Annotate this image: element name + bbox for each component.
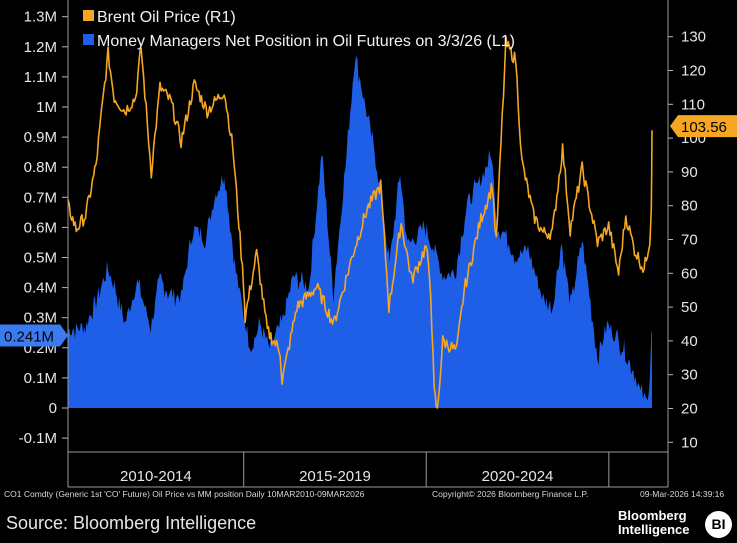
source-note: Source: Bloomberg Intelligence	[6, 513, 257, 533]
right-axis-tick-label: 60	[681, 265, 698, 282]
legend-swatch	[83, 34, 94, 45]
left-axis-tick-label: 1.1M	[24, 69, 57, 86]
right-axis-tick-label: 80	[681, 198, 698, 215]
left-axis-tick-label: 0.9M	[24, 129, 57, 146]
left-axis-tick-label: 0.3M	[24, 310, 57, 327]
right-axis-tick-label: 10	[681, 434, 698, 451]
right-axis-tick-label: 40	[681, 333, 698, 350]
right-axis-tick-label: 20	[681, 401, 698, 418]
legend-label: Brent Oil Price (R1)	[97, 9, 236, 26]
brand-logo: Bloomberg Intelligence	[618, 509, 690, 537]
brent-price-line	[67, 36, 653, 409]
right-axis-tick-label: 30	[681, 367, 698, 384]
brand-line-2: Intelligence	[618, 522, 690, 537]
footer-timestamp: 09-Mar-2026 14:39:16	[640, 489, 725, 499]
right-axis-tick-label: 130	[681, 29, 706, 46]
footer-copyright: Copyright© 2026 Bloomberg Finance L.P.	[432, 489, 589, 499]
footer-description: CO1 Comdty (Generic 1st 'CO' Future) Oil…	[4, 489, 365, 499]
brent-last-value-tag	[670, 115, 737, 138]
right-axis-tick-label: 70	[681, 232, 698, 249]
mm-position-area	[68, 55, 652, 409]
right-axis-tick-label: 50	[681, 299, 698, 316]
left-axis-tick-label: 1M	[36, 99, 57, 116]
left-axis-tick-label: 0.6M	[24, 219, 57, 236]
mm-last-value-tag	[0, 324, 68, 347]
left-axis-tick-label: 1.2M	[24, 39, 57, 56]
legend-background	[68, 3, 598, 59]
left-axis-tick-label: 0.8M	[24, 159, 57, 176]
x-axis-period-label: 2020-2024	[482, 468, 554, 485]
left-axis-tick-label: 0.1M	[24, 370, 57, 387]
left-axis-tick-label: 0.4M	[24, 280, 57, 297]
left-axis-tick-label: 0.5M	[24, 250, 57, 267]
left-axis-tick-label: -0.1M	[19, 430, 57, 447]
left-axis-tick-label: 1.3M	[24, 9, 57, 26]
mm-last-value-label: 0.241M	[4, 328, 54, 345]
right-axis-tick-label: 120	[681, 63, 706, 80]
brent-last-value-label: 103.56	[681, 119, 727, 136]
left-axis-tick-label: 0.7M	[24, 189, 57, 206]
legend-label: Money Managers Net Position in Oil Futur…	[97, 33, 515, 50]
left-axis-tick-label: 0	[49, 400, 57, 417]
right-axis-tick-label: 110	[681, 96, 705, 113]
brand-badge-icon: BI	[705, 511, 732, 538]
legend-swatch	[83, 10, 94, 21]
brand-line-1: Bloomberg	[618, 508, 687, 523]
x-axis-period-label: 2010-2014	[120, 468, 192, 485]
chart: 1.3M 1.2M 1.1M 1M 0.9M 0.8M 0.7M 0.6M 0.5M 0.4M 0.…	[0, 0, 737, 488]
right-axis-tick-label: 90	[681, 164, 698, 181]
x-axis-period-label: 2015-2019	[299, 468, 371, 485]
